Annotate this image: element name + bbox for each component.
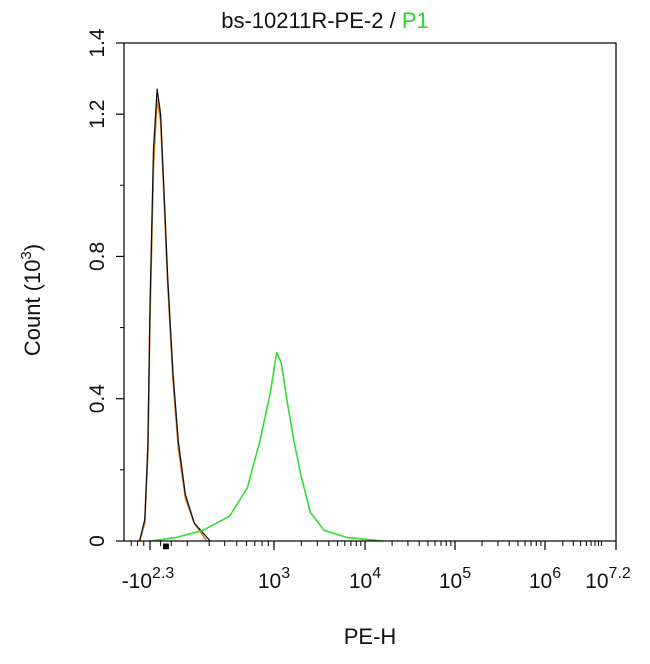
svg-text:Count (103): Count (103): [18, 244, 45, 356]
y-tick-labels: 0 0.4 0.8 1.2 1.4: [86, 28, 109, 547]
y-axis-label-base: Count (10: [20, 260, 45, 357]
axis-ticks: [116, 42, 617, 550]
chart-title: bs-10211R-PE-2 / P1: [0, 8, 650, 34]
y-tick-label-group: 1.4: [86, 28, 109, 58]
y-tick-label: 0.8: [86, 242, 109, 271]
y-tick-label: 1.2: [86, 100, 109, 129]
y-tick-label-group: 1.2: [86, 100, 109, 129]
histogram-series-3: [149, 351, 384, 542]
x-tick-labels: -102.3 103 104 105 106 107.2: [122, 565, 631, 593]
y-axis-label-exp: 3: [18, 251, 35, 259]
x-tick-label: -102.3: [122, 565, 175, 593]
plot-frame: [123, 42, 617, 542]
y-axis-label: Count (103): [18, 244, 45, 356]
y-axis-label-close: ): [20, 244, 45, 251]
histogram-series-2: [138, 88, 211, 542]
title-sample: bs-10211R-PE-2: [221, 8, 384, 33]
title-separator: /: [389, 8, 396, 33]
y-tick-label-group: 0.8: [86, 242, 109, 271]
x-axis-label: PE-H: [344, 624, 397, 649]
x-tick-label: 103: [258, 565, 290, 593]
y-tick-label: 0.4: [86, 384, 109, 414]
x-tick-label: 106: [529, 565, 561, 593]
y-tick-label-group: 0.4: [86, 384, 109, 414]
x-tick-label: 107.2: [585, 565, 631, 593]
y-tick-label: 0: [86, 535, 109, 547]
y-tick-label-group: 0: [86, 535, 109, 547]
axis-zero-marker: ■: [162, 539, 169, 553]
x-tick-label: 105: [439, 565, 471, 593]
title-gate: P1: [401, 8, 429, 33]
x-tick-label: 104: [349, 565, 381, 593]
series-layer: [138, 88, 384, 542]
y-tick-label: 1.4: [86, 28, 109, 58]
